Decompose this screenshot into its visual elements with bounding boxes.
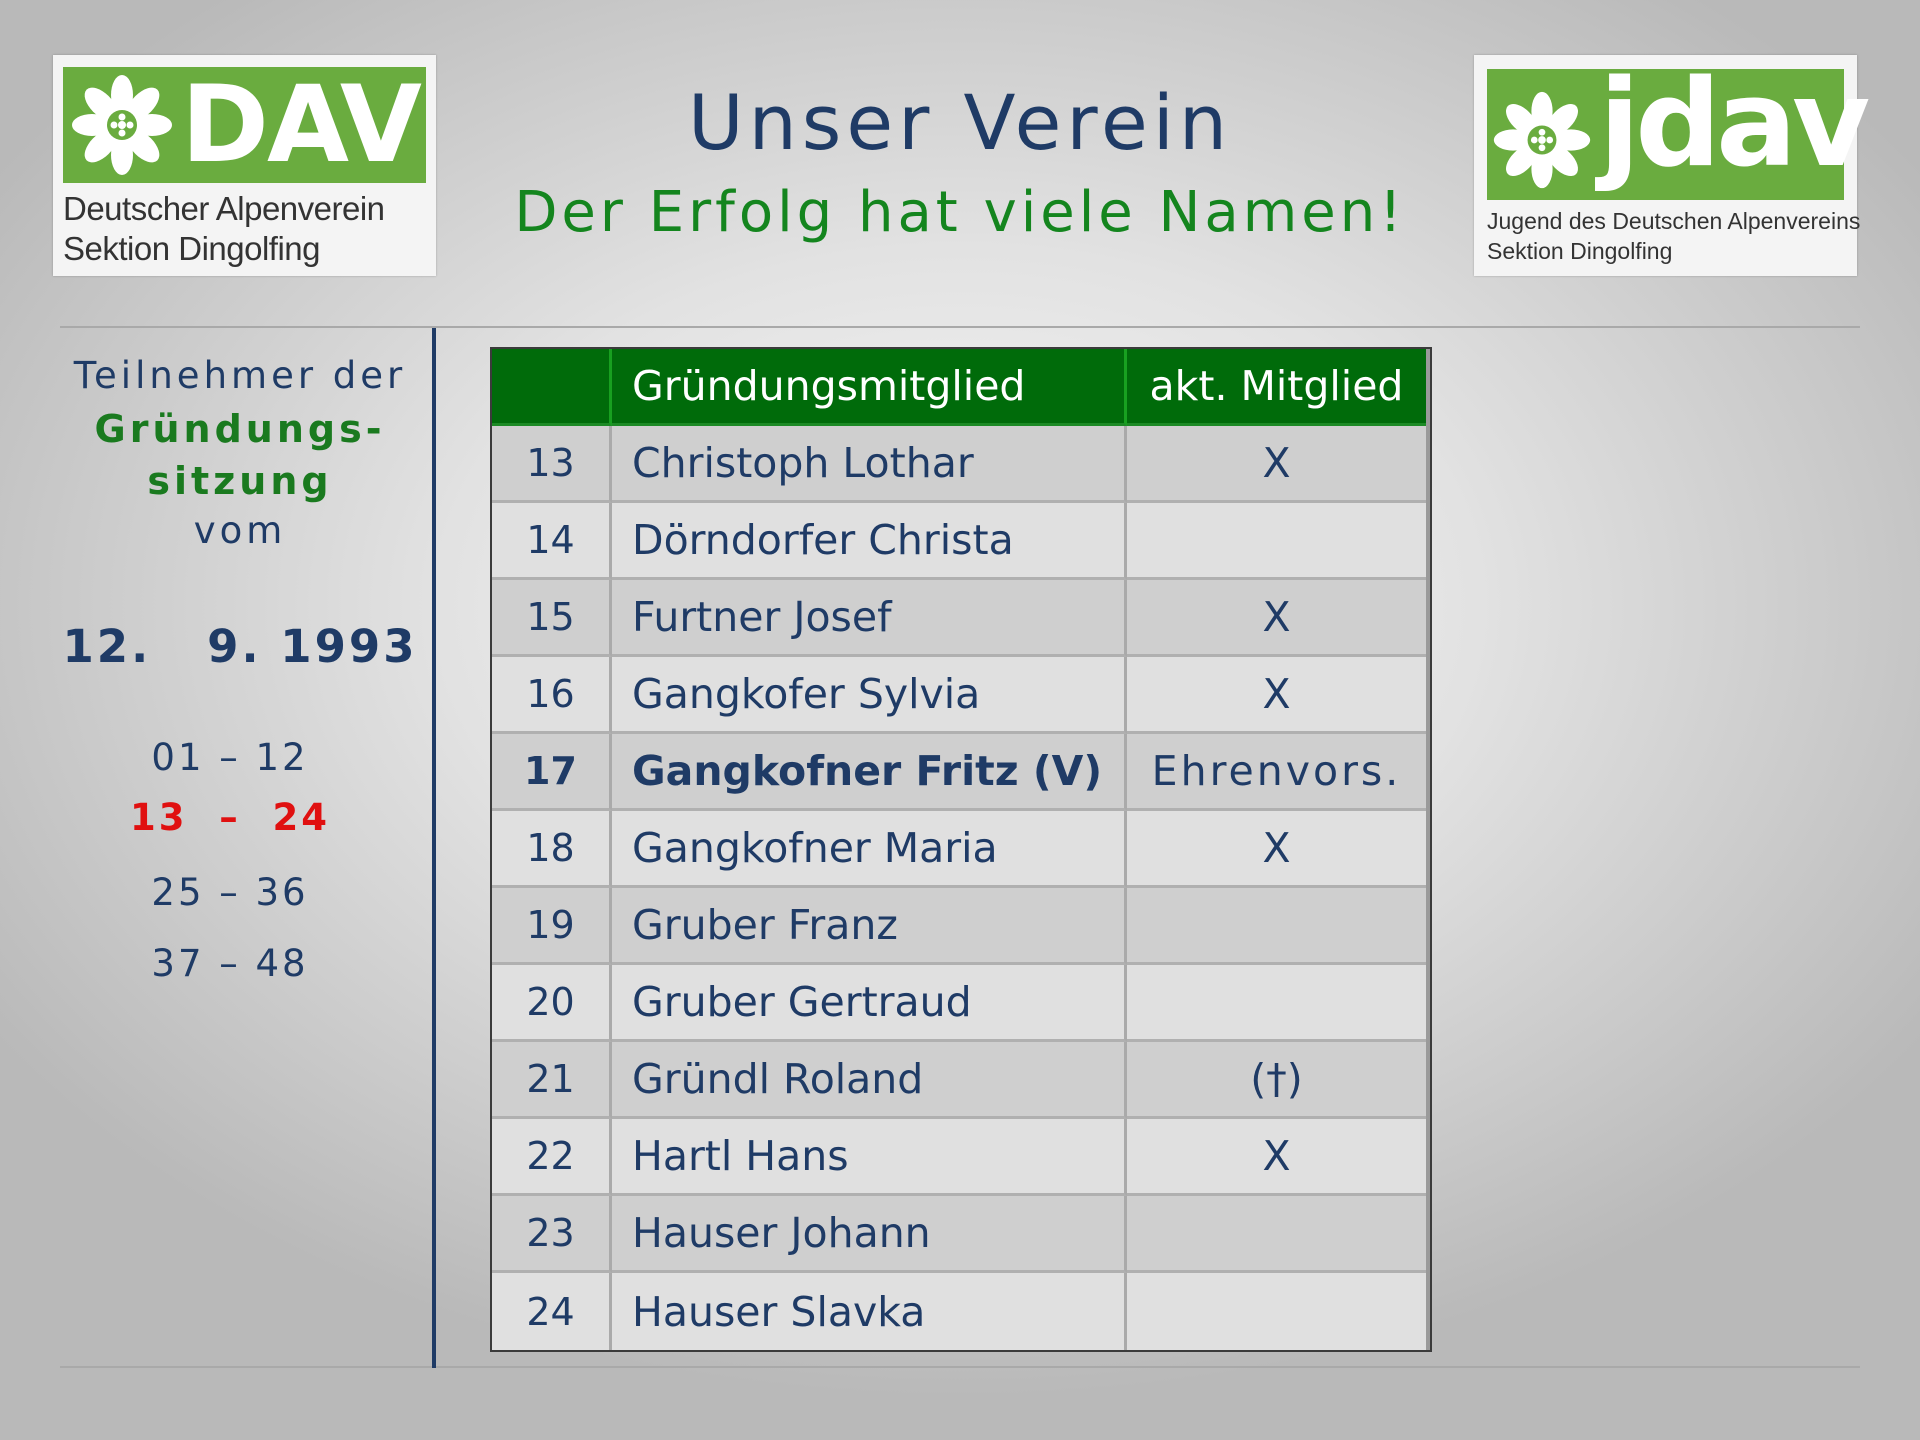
member-status [1127,965,1426,1042]
member-number: 21 [492,1042,612,1119]
member-number: 24 [492,1273,612,1350]
page-title: Unser Verein [687,78,1233,167]
member-name: Hauser Slavka [612,1273,1127,1350]
member-name: Gangkofner Maria [612,811,1127,888]
member-status: X [1127,657,1426,734]
dav-logo-line1: Deutscher Alpenverein [63,190,385,227]
member-number: 20 [492,965,612,1042]
sidebar-heading-line1: Teilnehmer der [73,354,407,397]
member-status: X [1127,811,1426,888]
jdav-logo-banner: jdav [1487,55,1870,200]
table-row: 20 Gruber Gertraud [492,965,1430,1042]
member-name: Gruber Franz [612,888,1127,965]
member-number: 18 [492,811,612,888]
member-name: Dörndorfer Christa [612,503,1127,580]
member-number: 13 [492,426,612,503]
member-number: 16 [492,657,612,734]
member-status: (†) [1127,1042,1426,1119]
table-row: 18 Gangkofner Maria X [492,811,1430,888]
table-header-row: Gründungsmitglied akt. Mitglied [492,349,1430,426]
edelweiss-icon [1493,91,1591,189]
member-name: Hartl Hans [612,1119,1127,1196]
member-name: Gründl Roland [612,1042,1127,1119]
header-founding-member: Gründungsmitglied [612,349,1127,426]
table-row-highlighted: 17 Gangkofner Fritz (V) Ehrenvors. [492,734,1430,811]
member-status: X [1127,1119,1426,1196]
member-name: Hauser Johann [612,1196,1127,1273]
dav-logo-banner: DAV [63,67,426,183]
table-row: 14 Dörndorfer Christa [492,503,1430,580]
member-status [1127,503,1426,580]
edelweiss-icon [72,75,172,175]
range-link-01-12[interactable]: 01 – 12 [151,736,309,779]
header-active-member: akt. Mitglied [1127,349,1426,426]
member-status [1127,1273,1426,1350]
member-name: Furtner Josef [612,580,1127,657]
jdav-logo: jdav Jugend des Deutschen Alpenvereins S… [1474,55,1870,276]
dav-logo: DAV Deutscher Alpenverein Sektion Dingol… [53,55,436,276]
members-table: Gründungsmitglied akt. Mitglied 13 Chris… [490,347,1432,1352]
page-subtitle: Der Erfolg hat viele Namen! [514,180,1406,245]
member-status: X [1127,426,1426,503]
sidebar-divider [432,328,436,1368]
sidebar-heading-line4: vom [193,509,287,552]
footer-divider [60,1366,1860,1368]
member-name: Gruber Gertraud [612,965,1127,1042]
range-link-25-36[interactable]: 25 – 36 [151,871,309,914]
dav-logo-line2: Sektion Dingolfing [63,230,321,267]
member-status: X [1127,580,1426,657]
header-divider [60,326,1860,328]
member-number: 14 [492,503,612,580]
dav-logo-word: DAV [181,63,422,186]
sidebar-heading-line3: sitzung [147,459,333,503]
table-row: 24 Hauser Slavka [492,1273,1430,1350]
member-number: 19 [492,888,612,965]
member-name: Christoph Lothar [612,426,1127,503]
table-row: 21 Gründl Roland (†) [492,1042,1430,1119]
member-status [1127,888,1426,965]
header-number [492,349,612,426]
jdav-logo-word: jdav [1599,55,1870,194]
table-row: 13 Christoph Lothar X [492,426,1430,503]
table-row: 19 Gruber Franz [492,888,1430,965]
member-number: 15 [492,580,612,657]
member-name: Gangkofner Fritz (V) [612,734,1127,811]
table-row: 16 Gangkofer Sylvia X [492,657,1430,734]
range-link-37-48[interactable]: 37 – 48 [151,942,309,985]
table-row: 23 Hauser Johann [492,1196,1430,1273]
range-link-13-24[interactable]: 13 – 24 [130,796,331,839]
jdav-logo-line2: Sektion Dingolfing [1487,238,1673,264]
member-number: 22 [492,1119,612,1196]
sidebar-heading-line2: Gründungs- [94,407,386,451]
jdav-logo-line1: Jugend des Deutschen Alpenvereins [1487,208,1861,234]
member-number: 23 [492,1196,612,1273]
member-status [1127,1196,1426,1273]
member-number: 17 [492,734,612,811]
member-status: Ehrenvors. [1127,734,1426,811]
member-name: Gangkofer Sylvia [612,657,1127,734]
meeting-date: 12. 9. 1993 [62,620,418,673]
table-row: 22 Hartl Hans X [492,1119,1430,1196]
table-row: 15 Furtner Josef X [492,580,1430,657]
